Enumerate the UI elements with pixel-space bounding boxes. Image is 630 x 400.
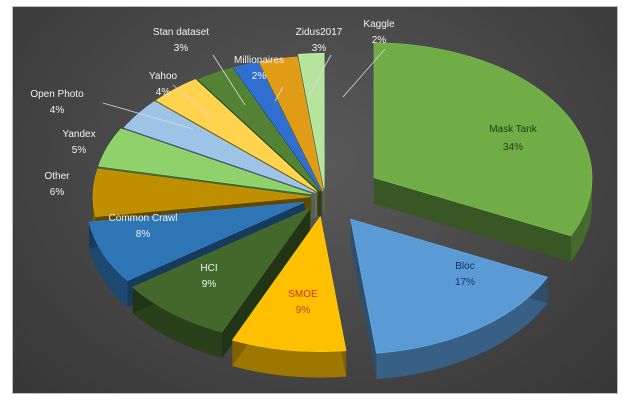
slice-percent: 8% (136, 229, 151, 240)
leader-line (342, 48, 386, 98)
slice-percent: 2% (252, 71, 267, 82)
slice-percent: 4% (156, 87, 171, 98)
slice-label: SMOE (288, 289, 318, 300)
pie-chart: Mask Tank 34% Bloc 17% SMOE 9% HCI 9% Common Cra… (30, 19, 593, 380)
leader-line (102, 102, 194, 130)
slice-label: Stan dataset (153, 27, 209, 38)
leader-line (172, 84, 214, 120)
slice-percent: 9% (202, 279, 217, 290)
leader-line (212, 54, 246, 106)
leader-line (308, 54, 332, 96)
slice-label: Zidus2017 (296, 27, 343, 38)
slice-label: Kaggle (363, 19, 395, 30)
pie-slice-bloc (350, 218, 548, 380)
pie-slice-hci (132, 207, 311, 359)
slice-percent: 2% (372, 35, 387, 46)
slice-percent: 9% (296, 305, 311, 316)
slice-label: HCI (200, 263, 217, 274)
leader-line (274, 86, 284, 102)
slice-label: Millionaires (234, 55, 284, 66)
slice-percent: 3% (312, 43, 327, 54)
pie-slice-smoe (231, 215, 347, 378)
slice-percent: 34% (503, 142, 523, 153)
slice-percent: 4% (50, 105, 65, 116)
slice-label: Open Photo (30, 89, 84, 100)
slice-percent: 6% (50, 187, 65, 198)
slice-percent: 17% (455, 277, 475, 288)
slice-percent: 5% (72, 145, 87, 156)
slice-label: Yahoo (149, 71, 178, 82)
chart-frame: Mask Tank 34% Bloc 17% SMOE 9% HCI 9% Common Cra… (12, 6, 618, 394)
pie-slice-mask-tank (373, 42, 593, 262)
slice-label: Yandex (62, 129, 95, 140)
slice-percent: 3% (174, 43, 189, 54)
slice-label: Other (44, 171, 70, 182)
slice-label: Mask Tank (489, 124, 538, 135)
slice-label: Common Crawl (109, 213, 178, 224)
slice-label: Bloc (455, 261, 474, 272)
